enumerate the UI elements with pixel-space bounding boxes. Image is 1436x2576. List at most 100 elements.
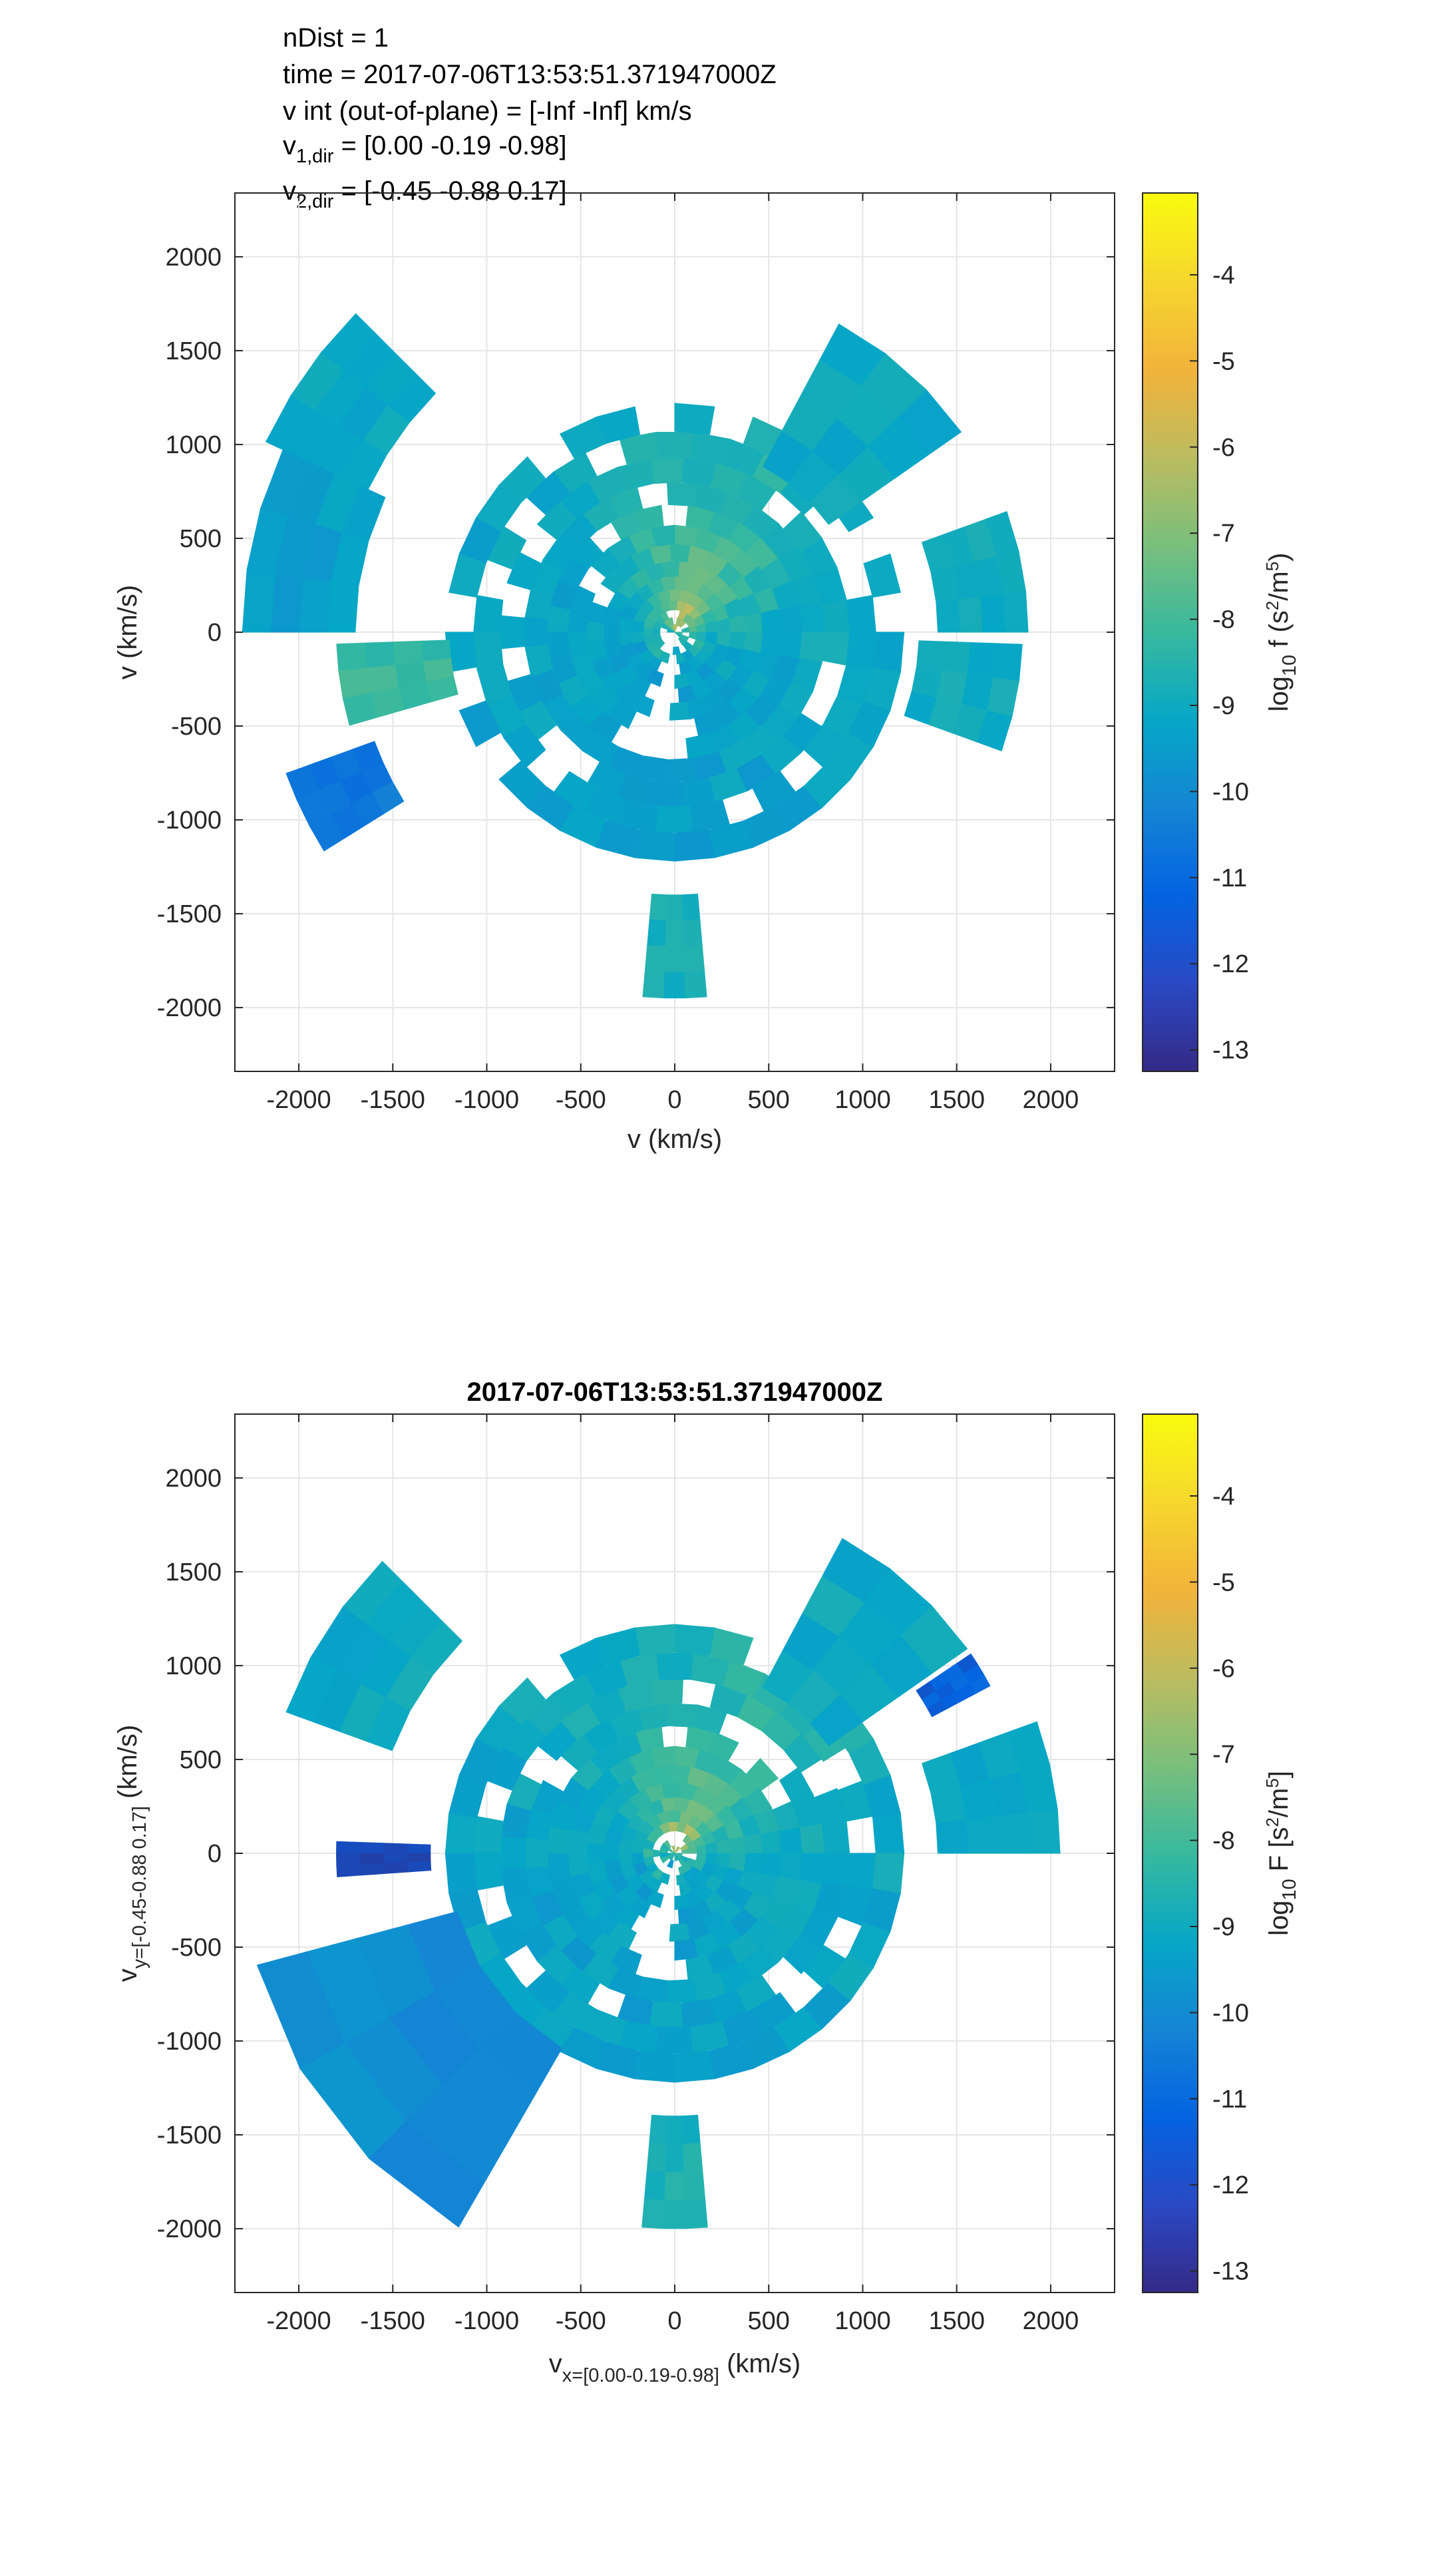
colorbar-tick-label: -11 [1212,2086,1247,2114]
distribution-bin [567,1829,590,1854]
distribution-bin [799,601,826,633]
distribution-bin [342,692,377,726]
distribution-bin [546,605,571,633]
colorbar-tick-label: -7 [1212,520,1235,548]
distribution-bin [285,1656,336,1722]
distribution-bin [743,1853,764,1875]
distribution-bin [667,482,698,506]
distribution-bin [1019,1764,1058,1813]
colorbar-tick-label: -10 [1212,778,1249,806]
distribution-bin [406,1843,431,1854]
distribution-bin [298,577,331,633]
distribution-bin [643,2171,666,2201]
distribution-bin [681,626,691,633]
distribution-bin [473,632,504,670]
distribution-bin [669,544,691,562]
distribution-bin [846,594,876,633]
distribution-bin [383,1862,408,1875]
distribution-bin [674,632,683,636]
x-tick-label: -2000 [266,1086,331,1114]
distribution-bin [642,970,665,999]
info-vint: v int (out-of-plane) = [-Inf -Inf] km/s [283,96,692,126]
colorbar-tick-label: -8 [1212,606,1235,634]
distribution-bin [646,2142,667,2173]
distribution-bin [655,1652,694,1680]
distribution-bin [669,1853,675,1861]
distribution-bin [799,632,826,663]
distribution-bin [846,632,876,670]
y-tick-label: -2000 [157,2215,222,2243]
y-tick-label: 0 [208,619,222,647]
distribution-top [242,313,1029,999]
distribution-bin [683,919,703,947]
distribution-bin [674,524,699,547]
distribution-bin [655,2026,694,2054]
colorbar-tick-label: -10 [1212,1999,1249,2027]
distribution-bin [559,1637,607,1680]
distribution-bin [760,632,783,657]
y-tick-label: -1000 [157,2028,222,2056]
distribution-bin [667,1703,698,1728]
distribution-bin [645,1890,664,1909]
colorbar-tick-label: -6 [1212,434,1235,462]
distribution-bin [872,1853,905,1894]
distribution-bin [674,2050,715,2083]
y-tick-label: 1000 [165,431,222,459]
distribution-bin [641,2199,665,2229]
distribution-bin [383,1843,408,1854]
distribution-bin [799,1822,826,1854]
distribution-bin [980,593,1006,633]
distribution-bin [667,758,698,783]
distribution-bin [500,1836,526,1871]
x-tick-label: -500 [556,2307,606,2335]
colorbar-tick-label: -7 [1212,1741,1235,1769]
distribution-bin [649,2001,684,2028]
distribution-bin [665,2143,685,2173]
distribution-bin [993,643,1023,681]
distribution-bin [663,2200,686,2229]
distribution-bin [546,632,571,659]
distribution-bin [822,1819,850,1854]
distribution-bin [683,2142,703,2173]
distribution-bin [936,598,961,633]
distribution-bin [684,2199,708,2229]
distribution-bin [407,1861,432,1873]
xlabel-top: v (km/s) [628,1125,722,1154]
x-tick-label: -500 [556,1086,606,1114]
distribution-bin [634,2050,675,2083]
distribution-bin [683,945,705,973]
distribution-bin [421,640,451,662]
distribution-bin [779,605,803,633]
distribution-bin [966,1815,999,1854]
distribution-bin [822,632,850,666]
distribution-bin [649,780,684,807]
distribution-bin [336,642,367,672]
distribution-bin [674,1845,681,1854]
x-tick-label: -2000 [266,2307,331,2335]
distribution-bin [665,894,684,921]
colorbar-tick-label: -13 [1212,1037,1249,1065]
info-block: nDist = 1 time = 2017-07-06T13:53:51.371… [283,23,777,212]
x-tick-label: -1000 [454,1086,519,1114]
y-tick-label: -500 [171,713,222,741]
distribution-bin [674,403,715,435]
distribution-bin [799,1853,826,1885]
colorbar-tick-label: -4 [1212,1483,1235,1511]
x-tick-label: 500 [748,1086,790,1114]
x-tick-label: 0 [667,2307,681,2335]
colorbar-tick-label: -9 [1212,692,1235,720]
panel-bottom: 2017-07-06T13:53:51.371947000Z -2000 -150… [113,1378,1300,2386]
distribution-bin [629,693,655,717]
distribution-bin [672,646,681,655]
distribution-bin [445,1853,477,1894]
distribution-bin [674,1624,715,1656]
chart-title-bottom: 2017-07-06T13:53:51.371947000Z [467,1378,883,1407]
x-tick-label: 2000 [1023,2307,1079,2335]
distribution-bin [916,640,946,670]
x-tick-label: 500 [748,2307,790,2335]
distribution-bin [586,1843,604,1864]
distribution-bin [779,632,803,659]
y-tick-label: -1000 [157,807,222,834]
ylabel-top: v (km/s) [113,585,142,679]
x-tick-label: -1500 [361,2307,425,2335]
